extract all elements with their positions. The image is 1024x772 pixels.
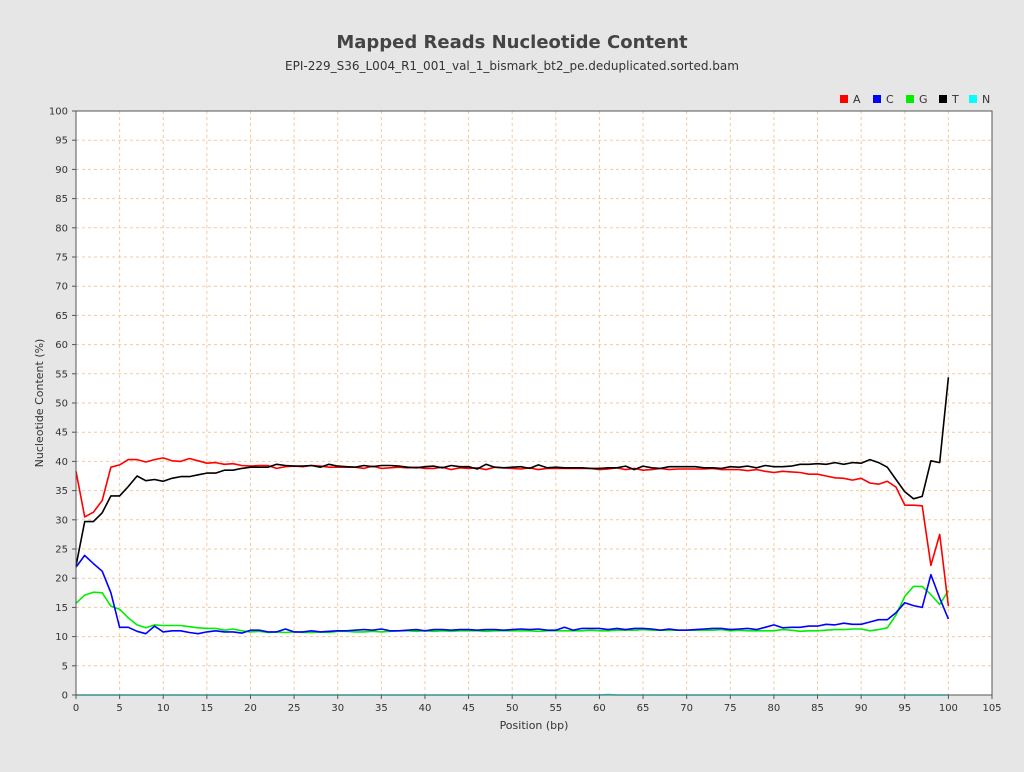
y-tick-label: 80	[55, 223, 68, 234]
y-tick-label: 55	[55, 369, 68, 380]
y-tick-label: 50	[55, 399, 68, 410]
x-tick-label: 15	[200, 703, 213, 714]
x-axis-label: Position (bp)	[500, 719, 569, 732]
x-tick-label: 10	[157, 703, 170, 714]
y-tick-label: 25	[55, 545, 68, 556]
y-tick-label: 5	[62, 661, 68, 672]
x-tick-label: 85	[811, 703, 824, 714]
y-tick-label: 45	[55, 428, 68, 439]
y-tick-label: 10	[55, 632, 68, 643]
y-tick-label: 100	[49, 107, 68, 118]
y-tick-label: 15	[55, 603, 68, 614]
y-tick-label: 95	[55, 136, 68, 147]
x-tick-label: 50	[506, 703, 519, 714]
x-tick-label: 25	[288, 703, 301, 714]
x-tick-label: 0	[73, 703, 79, 714]
y-tick-label: 85	[55, 194, 68, 205]
legend-swatch-A	[840, 95, 848, 103]
legend-label-C: C	[886, 93, 894, 106]
y-tick-label: 0	[62, 691, 68, 702]
legend-label-A: A	[853, 93, 861, 106]
x-tick-label: 70	[680, 703, 693, 714]
y-axis-ticks: 0 5 10 15 20 25 30 35 40 45 50 55 60 65 70 75 80 85 90 95 10…	[49, 107, 76, 702]
x-tick-label: 90	[855, 703, 868, 714]
legend-label-G: G	[919, 93, 928, 106]
x-tick-label: 40	[419, 703, 432, 714]
legend-label-N: N	[982, 93, 990, 106]
x-tick-label: 65	[637, 703, 650, 714]
y-tick-label: 75	[55, 253, 68, 264]
y-tick-label: 70	[55, 282, 68, 293]
x-tick-label: 60	[593, 703, 606, 714]
series-line-A	[75, 457, 950, 607]
x-tick-label: 75	[724, 703, 737, 714]
x-tick-label: 95	[898, 703, 911, 714]
x-tick-label: 100	[939, 703, 958, 714]
x-tick-label: 5	[116, 703, 122, 714]
legend-swatch-N	[969, 95, 977, 103]
x-tick-label: 20	[244, 703, 257, 714]
x-tick-label: 35	[375, 703, 388, 714]
legend-swatch-T	[939, 95, 947, 103]
legend-swatch-G	[906, 95, 914, 103]
x-tick-label: 80	[768, 703, 781, 714]
x-tick-label: 55	[549, 703, 562, 714]
chart-title: Mapped Reads Nucleotide Content	[336, 32, 688, 53]
y-tick-label: 60	[55, 340, 68, 351]
y-tick-label: 35	[55, 486, 68, 497]
series-line-T	[75, 377, 950, 567]
y-tick-label: 65	[55, 311, 68, 322]
chart-subtitle: EPI-229_S36_L004_R1_001_val_1_bismark_bt…	[285, 59, 739, 73]
series-line-G	[75, 585, 950, 634]
legend-swatch-C	[873, 95, 881, 103]
series-lines	[75, 377, 950, 696]
legend-label-T: T	[951, 93, 959, 106]
x-tick-label: 30	[331, 703, 344, 714]
x-tick-label: 45	[462, 703, 475, 714]
y-tick-label: 30	[55, 515, 68, 526]
series-line-C	[75, 554, 950, 635]
grid-lines	[76, 111, 992, 695]
y-tick-label: 40	[55, 457, 68, 468]
x-tick-label: 105	[982, 703, 1001, 714]
y-tick-label: 20	[55, 574, 68, 585]
x-axis-ticks: 0 5 10 15 20 25 30 35 40 45 50 55 60 65 70 75 80 85 90 95 10…	[73, 695, 1002, 714]
y-tick-label: 90	[55, 165, 68, 176]
y-axis-label: Nucleotide Content (%)	[33, 339, 46, 468]
